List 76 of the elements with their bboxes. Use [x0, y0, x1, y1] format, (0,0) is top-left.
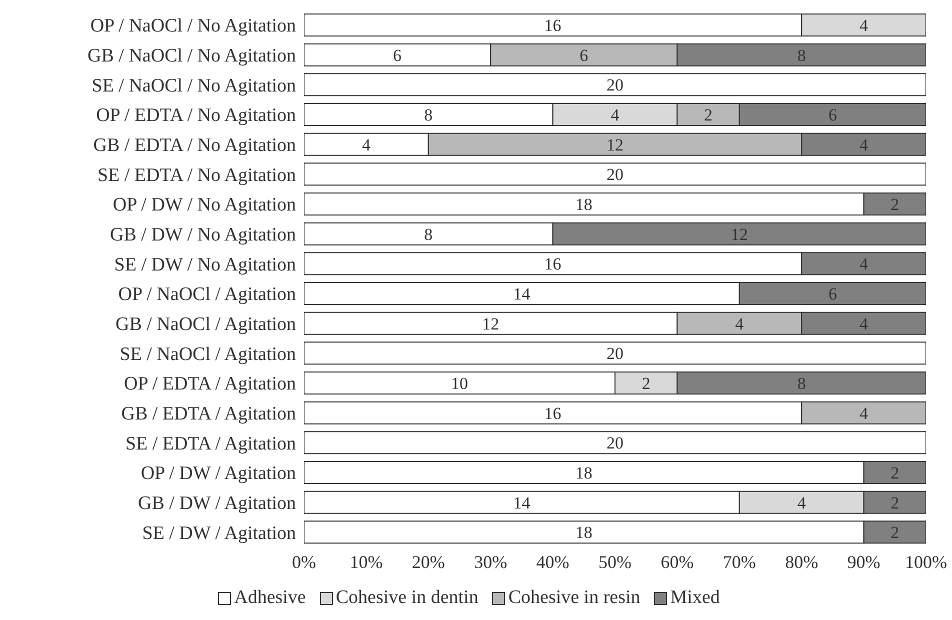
annotation: 4	[610, 105, 620, 124]
x-tick-label: 70%	[722, 552, 756, 572]
annotation: 2	[642, 374, 650, 393]
annotation: 8	[797, 46, 806, 65]
annotation: 16	[544, 404, 562, 423]
y-tick-label: GB / NaOCl / No Agitation	[88, 45, 296, 66]
annotation: 18	[575, 523, 592, 542]
annotation: 6	[393, 46, 402, 65]
annotation: 2	[890, 523, 900, 542]
annotation: 18	[575, 194, 592, 214]
y-tick-label: OP / NaOCl / No Agitation	[90, 16, 296, 37]
annotation: 12	[730, 224, 748, 244]
annotation: 4	[362, 135, 371, 154]
annotation: 4	[735, 314, 744, 334]
annotation: 8	[424, 105, 433, 124]
annotation: 8	[424, 224, 433, 244]
annotation: 20	[606, 344, 624, 364]
annotation: 10	[451, 374, 468, 393]
x-tick-label: 30%	[474, 552, 508, 572]
annotation: 18	[575, 463, 592, 482]
annotation: 4	[860, 404, 869, 423]
annotation: 4	[860, 314, 869, 334]
x-tick-label: 60%	[660, 552, 694, 572]
bar	[304, 431, 926, 454]
legend-label: Cohesive in dentin	[336, 587, 478, 609]
y-tick-label: GB / DW / No Agitation	[110, 224, 296, 246]
annotation: 12	[482, 314, 500, 334]
annotation: 20	[606, 76, 624, 95]
legend-label: Cohesive in resin	[508, 587, 640, 609]
y-tick-label: SE / NaOCl / No Agitation	[92, 75, 296, 96]
x-tick-label: 10%	[350, 552, 383, 572]
annotation: 2	[890, 463, 900, 482]
y-tick-label: GB / DW / Agitation	[138, 492, 296, 514]
annotation: 4	[860, 16, 869, 35]
annotation: 20	[606, 165, 624, 184]
y-tick-label: SE / EDTA / No Agitation	[97, 164, 296, 186]
x-tick-label: 40%	[536, 552, 570, 572]
annotation: 2	[890, 493, 900, 512]
annotation: 4	[797, 493, 806, 512]
annotation: 16	[544, 254, 562, 274]
y-tick-label: OP / EDTA / No Agitation	[96, 105, 296, 126]
bar	[304, 73, 926, 96]
annotation: 6	[580, 46, 588, 65]
y-tick-label: OP / NaOCl / Agitation	[118, 284, 296, 306]
annotation: 4	[860, 135, 869, 154]
x-tick-label: 80%	[785, 552, 818, 572]
x-tick-label: 100%	[905, 552, 947, 572]
y-tick-label: OP / DW / Agitation	[140, 463, 296, 484]
bar	[304, 162, 926, 186]
annotation: 14	[513, 284, 531, 304]
legend-label: Mixed	[670, 587, 720, 609]
x-tick-label: 90%	[847, 552, 880, 572]
annotation: 6	[828, 284, 837, 304]
annotation: 14	[513, 493, 531, 512]
y-tick-label: GB / NaOCl / Agitation	[116, 314, 296, 335]
annotation: 16	[544, 16, 562, 35]
legend-label: Adhesive	[234, 587, 306, 609]
y-tick-label: OP / EDTA / Agitation	[124, 374, 296, 395]
y-tick-label: SE / EDTA / Agitation	[125, 433, 296, 454]
y-tick-label: GB / EDTA / No Agitation	[93, 134, 296, 156]
x-tick-label: 20%	[412, 552, 445, 572]
bar	[304, 342, 926, 365]
x-tick-label: 50%	[598, 552, 632, 572]
annotation: 8	[797, 374, 806, 393]
annotation: 20	[606, 434, 624, 453]
annotation: 2	[704, 105, 713, 124]
y-tick-label: SE / NaOCl / Agitation	[120, 344, 296, 365]
annotation: 2	[890, 194, 900, 214]
y-tick-label: SE / DW / No Agitation	[114, 254, 296, 276]
annotation: 4	[860, 254, 869, 274]
y-tick-label: OP / DW / No Agitation	[112, 194, 296, 216]
y-tick-label: GB / EDTA / Agitation	[121, 403, 296, 424]
x-tick-label: 0%	[292, 552, 316, 572]
y-tick-label: SE / DW / Agitation	[142, 522, 296, 544]
annotation: 6	[828, 105, 837, 124]
annotation: 12	[606, 135, 624, 154]
